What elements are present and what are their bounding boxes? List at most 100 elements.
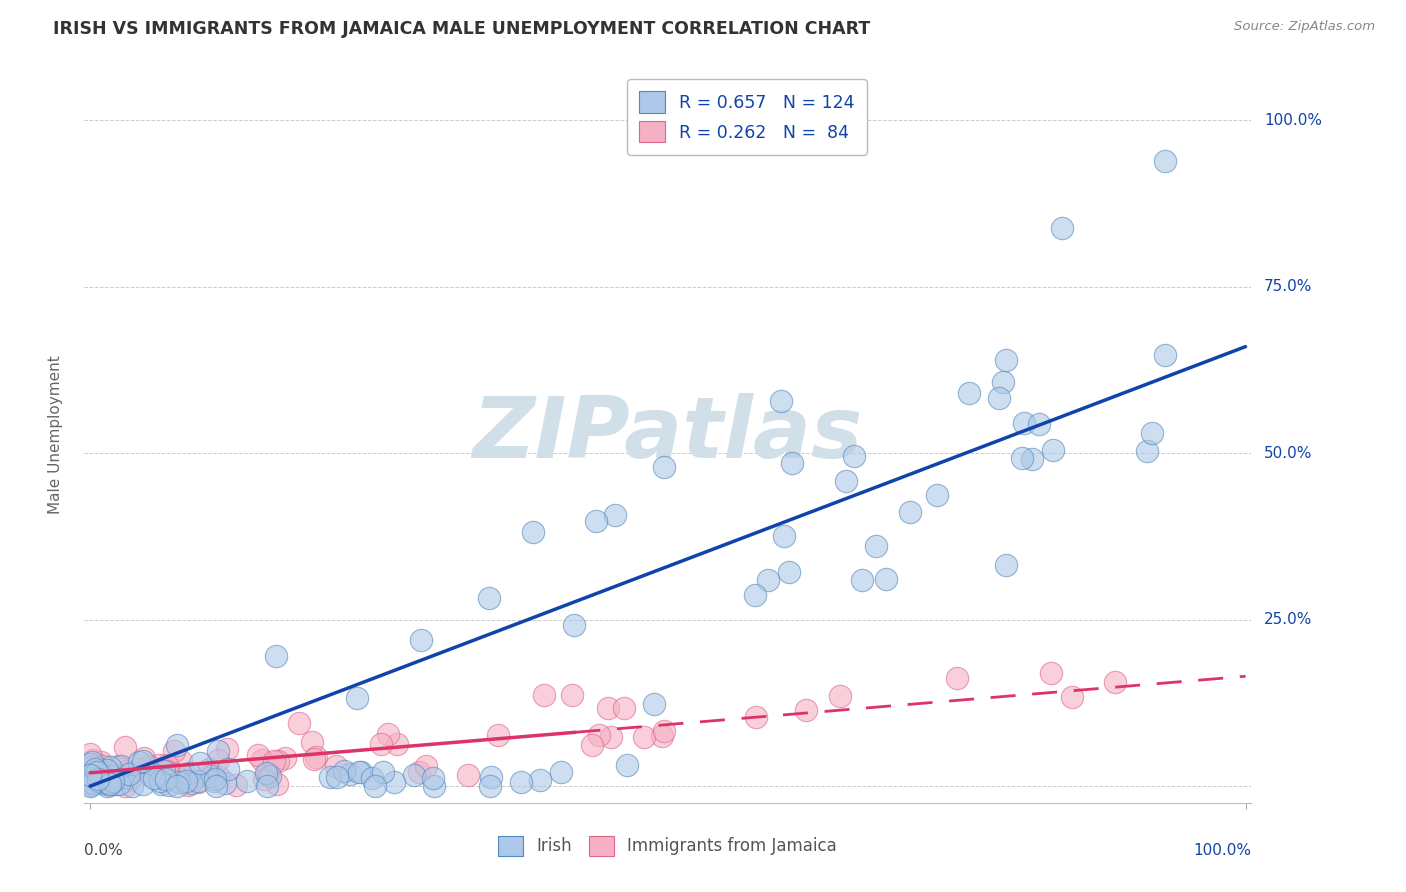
Text: IRISH VS IMMIGRANTS FROM JAMAICA MALE UNEMPLOYMENT CORRELATION CHART: IRISH VS IMMIGRANTS FROM JAMAICA MALE UN…	[53, 20, 870, 37]
Point	[995, 353, 1018, 368]
Point	[851, 573, 873, 587]
Point	[79, 779, 101, 793]
Point	[105, 777, 128, 791]
Point	[163, 744, 186, 758]
Point	[263, 755, 285, 769]
Point	[87, 761, 110, 775]
Point	[90, 755, 112, 769]
Point	[153, 764, 176, 779]
Point	[581, 738, 603, 752]
Point	[200, 769, 222, 783]
Point	[110, 771, 132, 785]
Point	[382, 775, 405, 789]
Point	[994, 558, 1017, 572]
Point	[423, 779, 446, 793]
Text: 75.0%: 75.0%	[1264, 279, 1312, 294]
Point	[82, 769, 104, 783]
Point	[835, 475, 858, 489]
Point	[118, 771, 141, 785]
Point	[114, 740, 136, 755]
Point	[98, 774, 121, 789]
Point	[139, 768, 162, 782]
Point	[225, 778, 247, 792]
Point	[204, 779, 226, 793]
Point	[1104, 675, 1126, 690]
Point	[80, 775, 103, 789]
Point	[370, 737, 392, 751]
Point	[288, 716, 311, 731]
Point	[166, 779, 188, 793]
Point	[533, 688, 555, 702]
Point	[128, 755, 150, 769]
Point	[302, 752, 325, 766]
Point	[651, 729, 673, 743]
Point	[80, 775, 103, 789]
Point	[1154, 154, 1177, 169]
Point	[250, 753, 273, 767]
Point	[170, 754, 193, 768]
Point	[198, 762, 221, 776]
Point	[925, 487, 948, 501]
Point	[80, 773, 103, 788]
Point	[652, 460, 675, 475]
Point	[236, 774, 259, 789]
Point	[510, 775, 533, 789]
Point	[82, 769, 104, 783]
Y-axis label: Male Unemployment: Male Unemployment	[48, 356, 63, 514]
Point	[149, 777, 172, 791]
Point	[80, 778, 103, 792]
Point	[267, 755, 290, 769]
Point	[1060, 690, 1083, 705]
Point	[318, 770, 340, 784]
Point	[132, 754, 155, 768]
Point	[1040, 666, 1063, 681]
Point	[828, 689, 851, 703]
Point	[132, 777, 155, 791]
Point	[479, 779, 502, 793]
Point	[187, 775, 209, 789]
Point	[97, 768, 120, 782]
Point	[875, 572, 897, 586]
Point	[1136, 444, 1159, 458]
Point	[363, 779, 385, 793]
Point	[96, 763, 118, 777]
Point	[214, 776, 236, 790]
Point	[377, 727, 399, 741]
Point	[79, 747, 101, 761]
Point	[84, 758, 107, 772]
Point	[90, 768, 112, 782]
Point	[121, 779, 143, 793]
Point	[90, 769, 112, 783]
Point	[266, 648, 288, 663]
Point	[1021, 451, 1043, 466]
Point	[613, 700, 636, 714]
Point	[148, 757, 170, 772]
Text: Source: ZipAtlas.com: Source: ZipAtlas.com	[1234, 20, 1375, 33]
Point	[259, 769, 281, 783]
Point	[769, 394, 792, 409]
Point	[254, 766, 277, 780]
Point	[111, 770, 134, 784]
Point	[86, 767, 108, 781]
Point	[79, 757, 101, 772]
Point	[86, 765, 108, 780]
Point	[273, 751, 295, 765]
Point	[97, 765, 120, 780]
Point	[301, 735, 323, 749]
Point	[107, 759, 129, 773]
Point	[93, 775, 115, 789]
Point	[138, 759, 160, 773]
Point	[253, 772, 276, 786]
Point	[202, 774, 225, 789]
Point	[266, 777, 288, 791]
Point	[79, 774, 101, 789]
Point	[588, 728, 610, 742]
Point	[139, 765, 162, 780]
Point	[246, 748, 269, 763]
Point	[422, 771, 444, 785]
Text: 100.0%: 100.0%	[1194, 843, 1251, 858]
Point	[156, 760, 179, 774]
Point	[207, 770, 229, 784]
Point	[82, 769, 104, 783]
Point	[118, 767, 141, 781]
